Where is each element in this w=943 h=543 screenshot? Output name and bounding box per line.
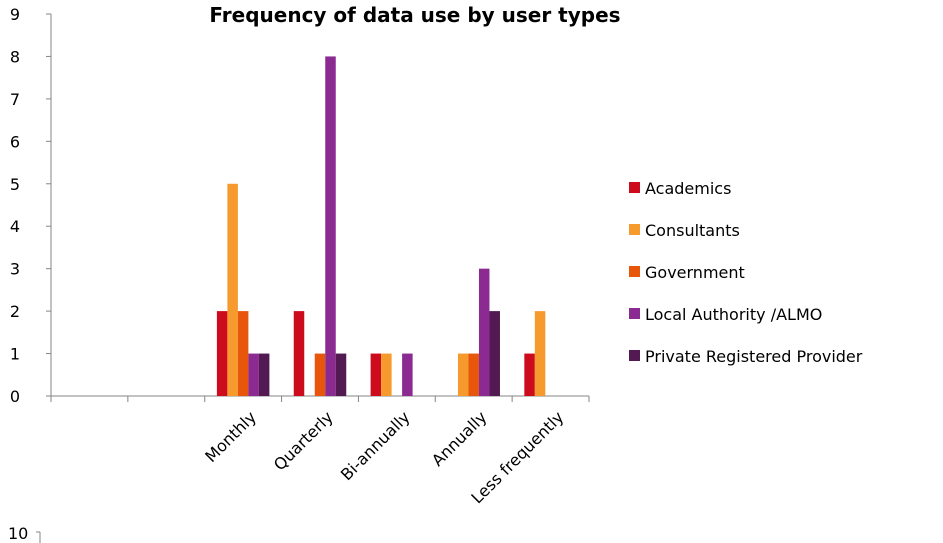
bars (216, 56, 546, 396)
bar (370, 353, 382, 396)
y-tick-label: 6 (10, 132, 20, 151)
y-tick-label: 8 (10, 47, 20, 66)
bar (227, 183, 238, 396)
legend-label: Academics (645, 179, 731, 198)
legend: Academics Consultants Government Local Auth… (629, 179, 863, 366)
bar (524, 353, 535, 396)
legend-swatch (629, 224, 640, 235)
bar (258, 353, 270, 396)
x-tick-label: Monthly (201, 407, 260, 466)
bar (402, 353, 413, 396)
bar (534, 311, 546, 396)
bar (381, 353, 392, 396)
x-axis (50, 395, 590, 402)
bar (293, 311, 305, 396)
chart-title: Frequency of data use by user types (209, 3, 620, 27)
bar (478, 268, 490, 396)
bar (314, 353, 326, 396)
y-tick-label: 3 (10, 260, 20, 279)
y-tick-label: 1 (10, 345, 20, 364)
legend-label: Private Registered Provider (645, 347, 863, 366)
bar (457, 353, 469, 396)
y-tick-label: 5 (10, 175, 20, 194)
bar (216, 311, 228, 396)
y-tick-label: 9 (10, 5, 20, 24)
legend-swatch (629, 266, 640, 277)
y-tick-label: 2 (10, 302, 20, 321)
legend-label: Consultants (645, 221, 740, 240)
second-chart-fragment: 10 (8, 524, 41, 543)
bar (325, 56, 336, 396)
y-axis: 0 1 2 3 4 5 6 7 8 9 (10, 5, 52, 406)
legend-swatch (629, 308, 640, 319)
x-tick-label: Quarterly (270, 407, 337, 474)
legend-swatch (629, 182, 640, 193)
bar (468, 353, 479, 396)
x-tick-labels: Monthly Quarterly Bi-annually AnnuallyLess … (201, 407, 567, 507)
y-tick-label: 7 (10, 90, 20, 109)
bar (248, 353, 259, 396)
bar (489, 311, 500, 396)
legend-label: Local Authority /ALMO (645, 305, 822, 324)
legend-swatch (629, 350, 640, 361)
second-chart-y-tick-label: 10 (8, 524, 28, 543)
x-tick-label: Annually (428, 407, 491, 470)
y-tick-label: 0 (10, 387, 20, 406)
x-tick-label: Bi-annually (337, 407, 414, 484)
legend-label: Government (645, 263, 745, 282)
bar (237, 311, 249, 396)
y-tick-label: 4 (10, 217, 20, 236)
bar (335, 353, 347, 396)
